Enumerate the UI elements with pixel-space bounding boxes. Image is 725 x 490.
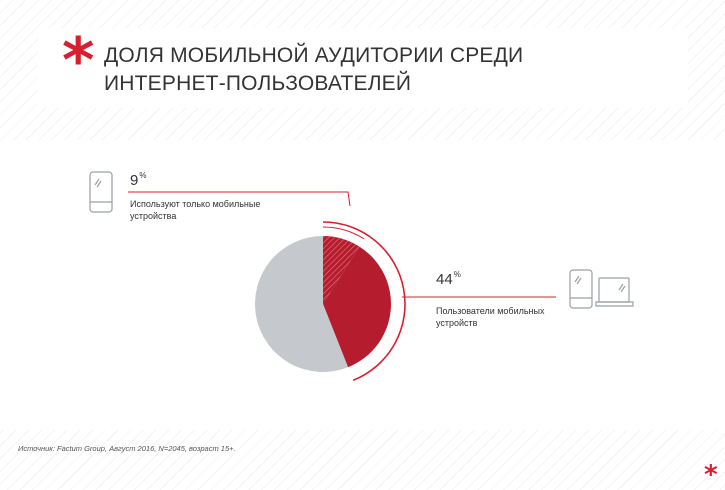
mobile-users-arc (322, 221, 406, 381)
mobile-users-percent: 44% (436, 270, 461, 288)
asterisk-logo-icon: * (62, 24, 95, 97)
mobile-users-percent-unit: % (453, 270, 461, 279)
pie-slice-rest (254, 236, 349, 373)
mobile-only-percent-unit: % (139, 171, 147, 180)
phone-laptop-icon (569, 269, 634, 309)
mobile-users-label: Пользователи мобильных устройств (436, 306, 545, 328)
pie-slice-mobile-other (323, 246, 391, 368)
mobile-only-arc (322, 226, 365, 240)
title-panel (38, 28, 688, 108)
corner-asterisk-icon: * (704, 460, 718, 490)
mobile-only-percent: 9% (130, 171, 147, 189)
source-note: Источник: Factum Group, Август 2016, N=2… (18, 444, 236, 453)
mobile-only-label: Используют только мобильные устройства (130, 199, 261, 221)
phone-icon (89, 171, 113, 213)
leader-line-mobile-only (128, 191, 351, 207)
pie-slice-mobile-only (323, 236, 360, 304)
page-title-line2: ИНТЕРНЕТ-ПОЛЬЗОВАТЕЛЕЙ (104, 72, 412, 95)
page-title-line1: ДОЛЯ МОБИЛЬНОЙ АУДИТОРИИ СРЕДИ (104, 44, 524, 67)
